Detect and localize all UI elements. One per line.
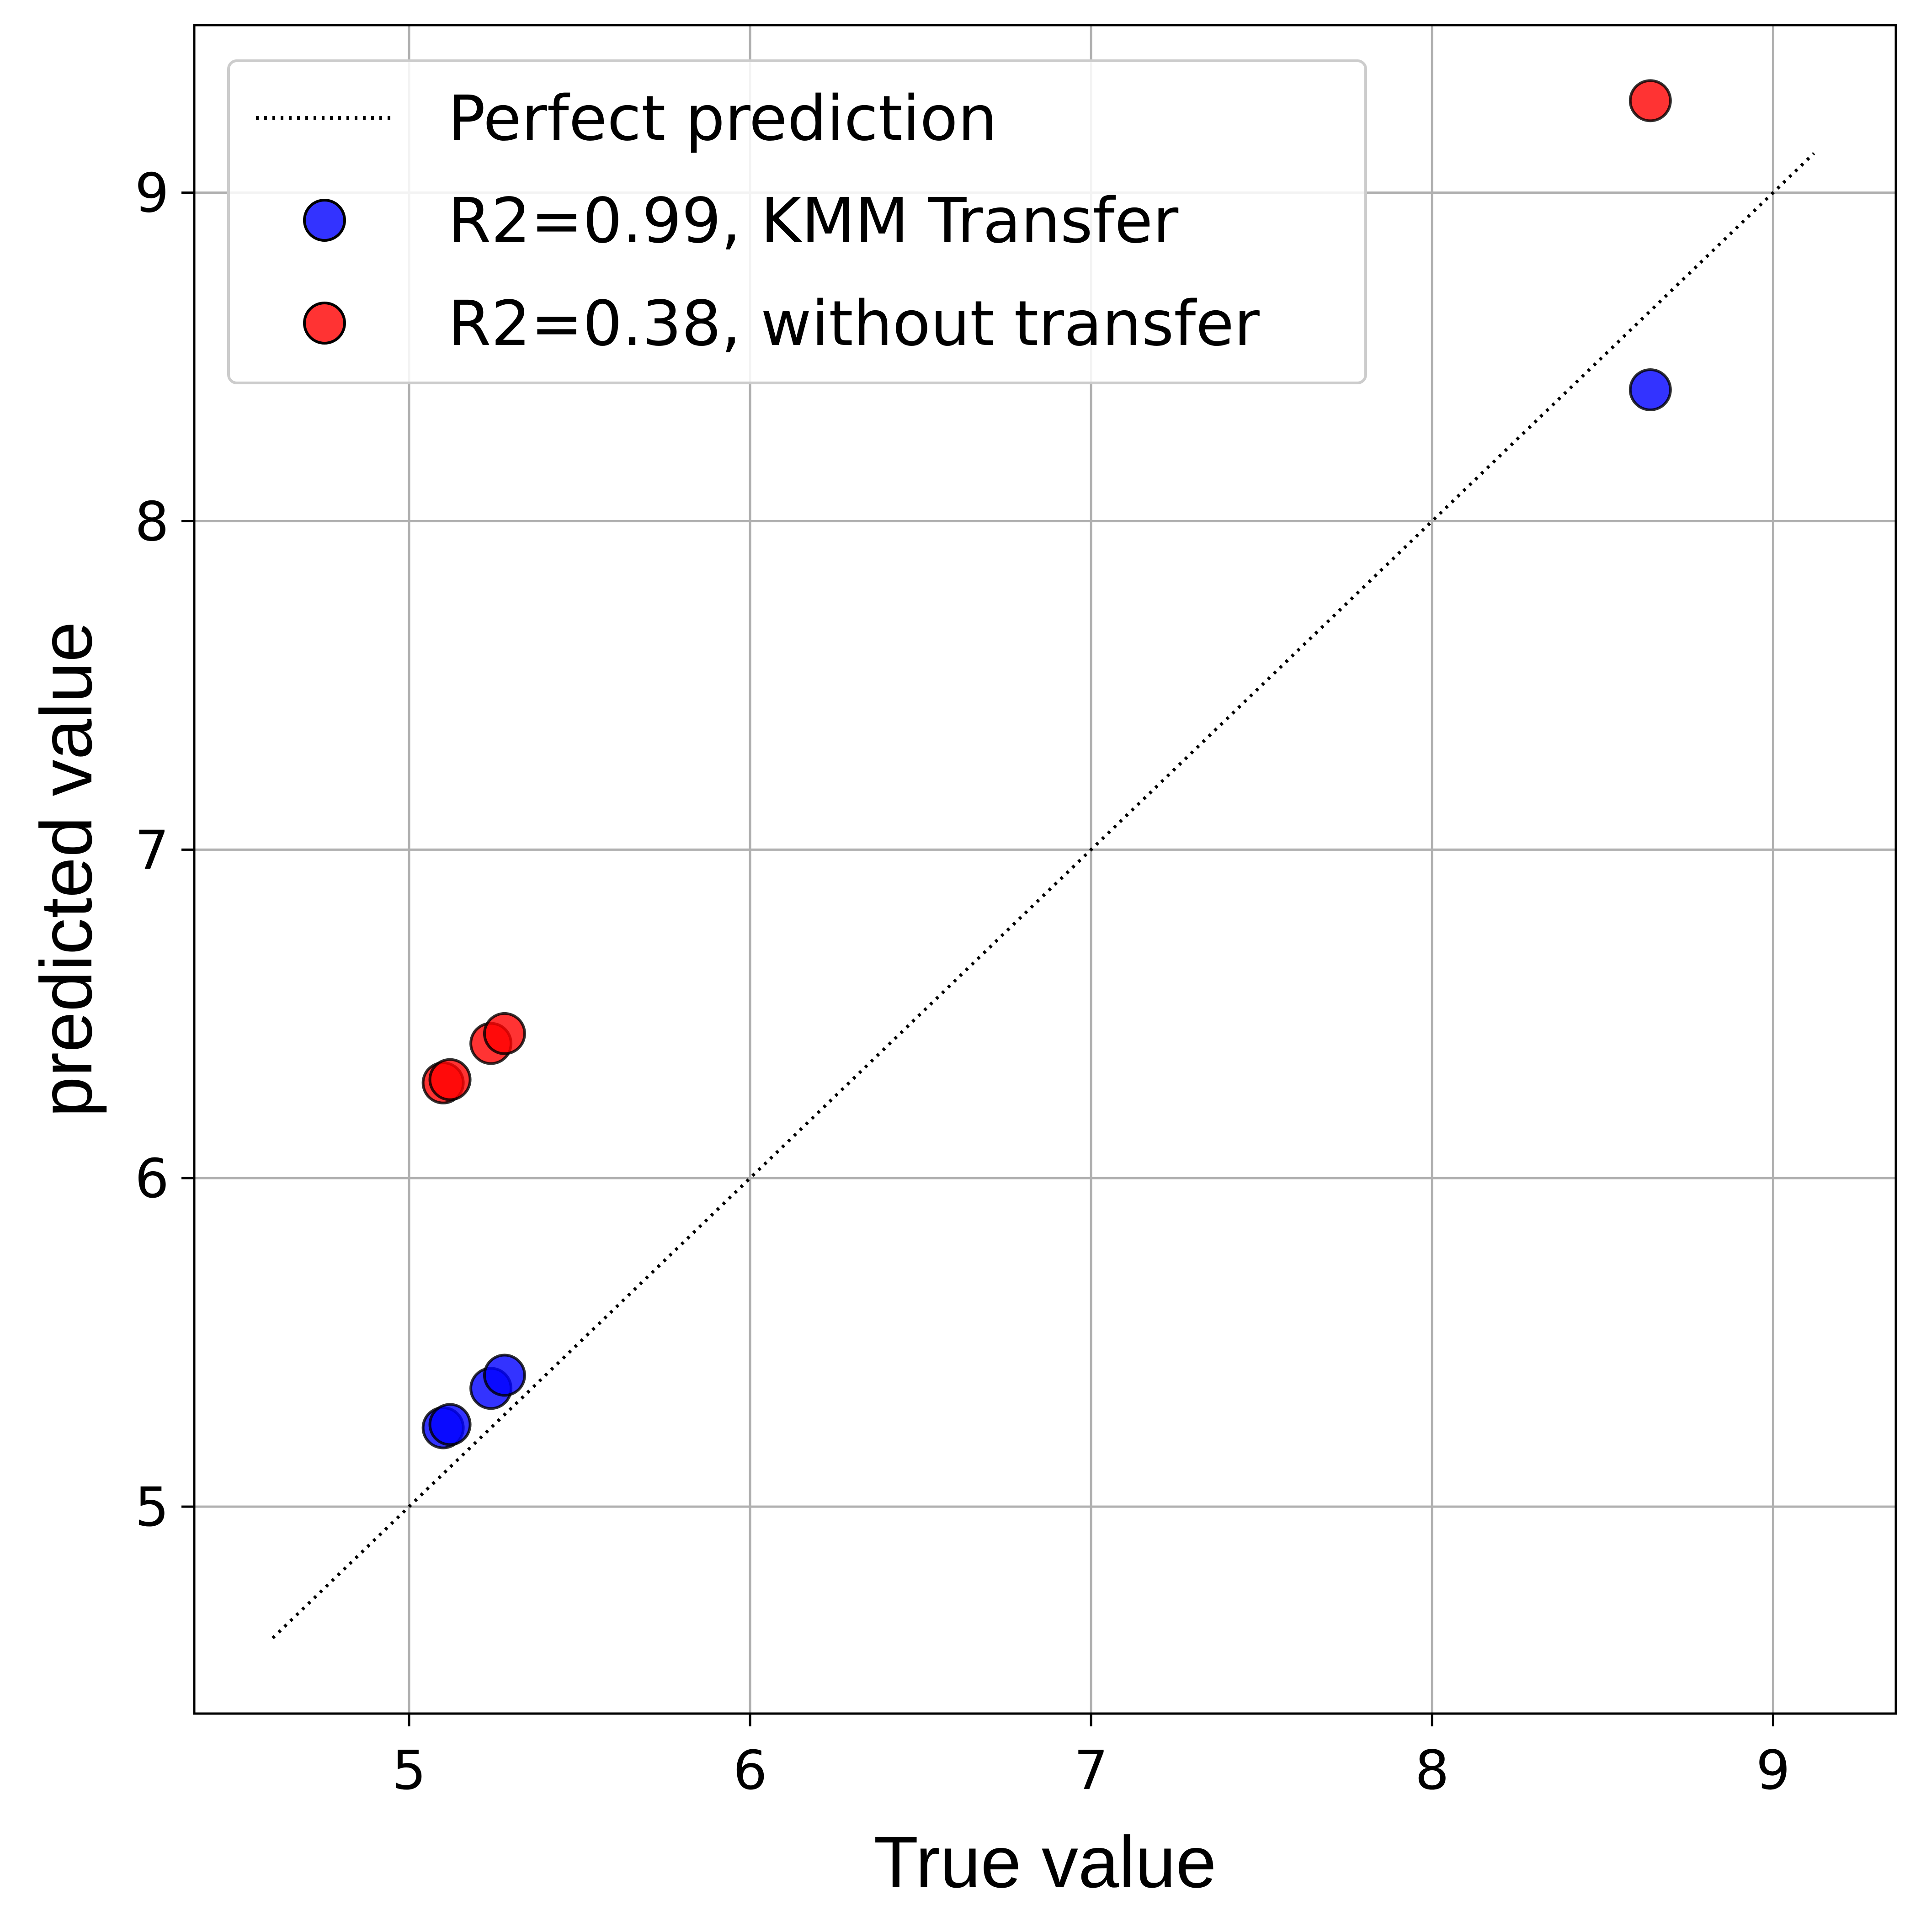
x-tick-label-7: 7 — [1074, 1739, 1108, 1802]
point-series-1-4 — [1628, 79, 1672, 122]
y-axis-label: predicted value — [25, 621, 107, 1117]
x-axis-label: True value — [874, 1821, 1217, 1903]
points-layer — [421, 79, 1672, 1449]
y-tick-label-6: 6 — [135, 1147, 169, 1210]
reference-line-layer — [271, 152, 1815, 1640]
legend-box — [227, 59, 1367, 384]
legend-reference-label: Perfect prediction — [448, 83, 997, 155]
ticks: 5 6 7 8 9 5 6 7 8 9 — [135, 162, 1790, 1802]
y-tick-label-7: 7 — [135, 818, 169, 881]
x-tick-label-5: 5 — [392, 1739, 426, 1802]
legend-series-1-swatch — [303, 302, 346, 345]
x-tick-label-8: 8 — [1415, 1739, 1449, 1802]
y-tick-label-8: 8 — [135, 490, 169, 553]
legend-series-0-swatch — [303, 199, 346, 242]
reference-line — [271, 152, 1815, 1640]
y-tick-label-5: 5 — [135, 1476, 169, 1539]
x-tick-label-6: 6 — [733, 1739, 767, 1802]
x-tick-label-9: 9 — [1756, 1739, 1790, 1802]
legend-series-1-label: R2=0.38, without transfer — [448, 288, 1260, 360]
legend: Perfect prediction R2=0.99, KMM Transfer… — [227, 59, 1367, 384]
point-series-0-3 — [483, 1353, 526, 1397]
plot-frame — [193, 24, 1897, 1715]
point-series-1-1 — [428, 1058, 472, 1101]
legend-series-0-label: R2=0.99, KMM Transfer — [448, 185, 1178, 257]
point-series-0-1 — [428, 1403, 472, 1446]
point-series-1-3 — [483, 1012, 526, 1055]
point-series-0-4 — [1628, 368, 1672, 411]
y-tick-label-9: 9 — [135, 162, 169, 225]
